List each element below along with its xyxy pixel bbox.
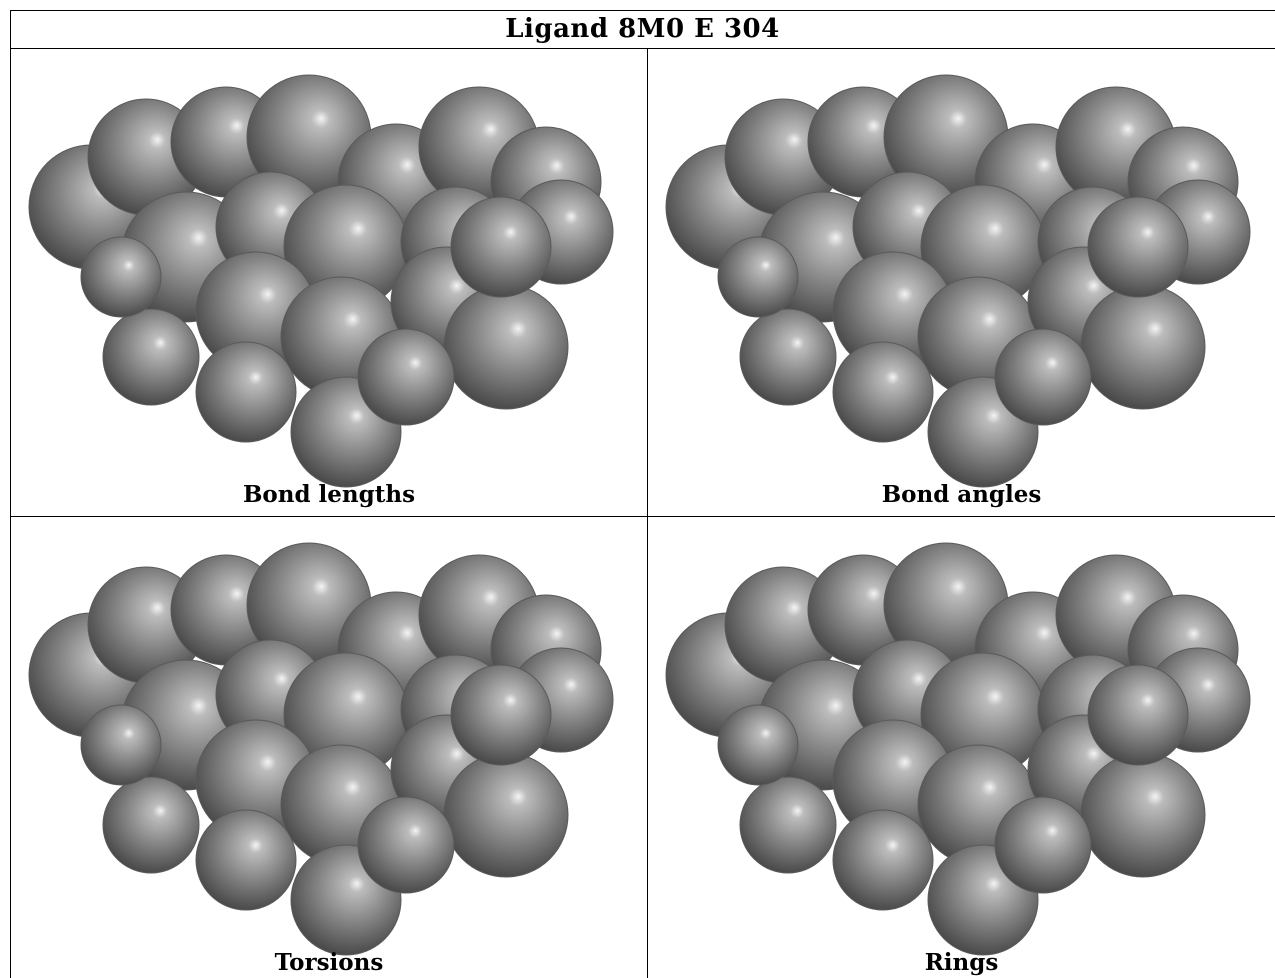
molecule-image bbox=[665, 542, 1251, 956]
atom-sphere bbox=[1087, 664, 1189, 766]
table-border-left bbox=[10, 10, 11, 978]
atom-sphere bbox=[1080, 752, 1206, 878]
atom-sphere bbox=[195, 809, 297, 911]
atom-sphere bbox=[443, 284, 569, 410]
atom-sphere bbox=[994, 328, 1092, 426]
atom-sphere bbox=[80, 236, 162, 318]
atom-sphere bbox=[1087, 196, 1189, 298]
atom-sphere bbox=[994, 796, 1092, 894]
molecule-image bbox=[28, 542, 614, 956]
molecule-image bbox=[28, 74, 614, 488]
atom-sphere bbox=[739, 776, 837, 874]
panel-torsions: Torsions bbox=[11, 517, 647, 978]
atom-sphere bbox=[717, 704, 799, 786]
atom-sphere bbox=[832, 341, 934, 443]
atom-sphere bbox=[443, 752, 569, 878]
atom-sphere bbox=[80, 704, 162, 786]
atom-sphere bbox=[450, 664, 552, 766]
atom-sphere bbox=[1080, 284, 1206, 410]
panel-caption: Rings bbox=[924, 949, 999, 976]
atom-sphere bbox=[102, 308, 200, 406]
panel-bond-angles: Bond angles bbox=[648, 49, 1275, 516]
atom-sphere bbox=[357, 328, 455, 426]
atom-sphere bbox=[739, 308, 837, 406]
table-title: Ligand 8M0 E 304 bbox=[505, 14, 780, 44]
panel-caption: Bond lengths bbox=[242, 481, 416, 508]
row-divider bbox=[10, 516, 1275, 517]
title-divider bbox=[10, 48, 1275, 49]
panel-rings: Rings bbox=[648, 517, 1275, 978]
atom-sphere bbox=[102, 776, 200, 874]
panel-caption: Bond angles bbox=[881, 481, 1042, 508]
column-divider bbox=[647, 48, 648, 978]
molecule-image bbox=[665, 74, 1251, 488]
atom-sphere bbox=[450, 196, 552, 298]
atom-sphere bbox=[357, 796, 455, 894]
table-border-top bbox=[10, 10, 1275, 11]
ligand-table: Ligand 8M0 E 304 Bond lengths Bond angle… bbox=[10, 10, 1275, 978]
atom-sphere bbox=[832, 809, 934, 911]
atom-sphere bbox=[195, 341, 297, 443]
panel-bond-lengths: Bond lengths bbox=[11, 49, 647, 516]
atom-sphere bbox=[717, 236, 799, 318]
panel-caption: Torsions bbox=[274, 949, 384, 976]
